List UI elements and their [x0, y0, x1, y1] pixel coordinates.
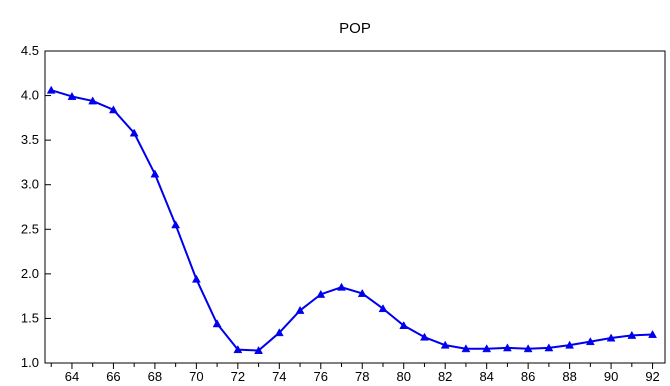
y-tick-label: 3.0 — [21, 177, 39, 192]
x-tick-label: 88 — [562, 369, 576, 384]
data-point-marker — [544, 343, 554, 352]
data-point-marker — [171, 220, 181, 229]
x-tick-label: 66 — [106, 369, 120, 384]
x-tick-label: 74 — [272, 369, 286, 384]
x-tick-label: 72 — [231, 369, 245, 384]
data-point-marker — [46, 85, 56, 94]
data-point-marker — [627, 330, 637, 339]
x-tick-label: 70 — [189, 369, 203, 384]
data-point-marker — [585, 337, 595, 346]
data-point-marker — [482, 344, 492, 353]
y-tick-label: 1.5 — [21, 310, 39, 325]
data-point-marker — [378, 304, 388, 313]
y-tick-label: 2.5 — [21, 221, 39, 236]
data-point-marker — [316, 289, 326, 298]
data-point-marker — [67, 91, 77, 100]
data-point-marker — [254, 346, 264, 354]
y-tick-label: 4.5 — [21, 43, 39, 58]
chart-title: POP — [339, 20, 371, 37]
data-point-marker — [523, 344, 533, 353]
data-point-marker — [420, 332, 429, 341]
x-tick-label: 80 — [396, 369, 410, 384]
data-point-marker — [337, 282, 346, 291]
y-tick-label: 3.5 — [21, 132, 39, 147]
data-point-marker — [109, 105, 118, 114]
data-point-marker — [440, 340, 450, 349]
series-line — [50, 89, 653, 352]
data-point-marker — [461, 344, 471, 353]
data-point-marker — [399, 321, 409, 330]
x-tick-label: 86 — [521, 369, 535, 384]
y-axis: 1.0 1.5 2.0 2.5 3.0 3.5 4.0 4.5 — [21, 43, 51, 370]
data-point-marker — [606, 333, 616, 342]
x-tick-label: 82 — [438, 369, 452, 384]
data-point-marker — [274, 328, 284, 337]
data-point-marker — [295, 305, 305, 314]
y-tick-label: 1.0 — [21, 355, 39, 370]
data-point-marker — [357, 288, 367, 297]
data-point-marker — [648, 329, 657, 338]
data-point-marker — [565, 340, 575, 349]
x-tick-label: 64 — [65, 369, 79, 384]
data-point-marker — [191, 274, 201, 283]
data-point-marker — [233, 345, 243, 354]
y-tick-label: 2.0 — [21, 266, 39, 281]
x-tick-label: 78 — [355, 369, 369, 384]
x-tick-label: 84 — [479, 369, 493, 384]
x-axis: 64 66 68 70 72 74 76 78 80 82 84 86 88 90 92 — [50, 363, 660, 384]
data-point-marker — [129, 128, 139, 137]
data-point-marker — [212, 319, 222, 328]
data-point-marker — [88, 96, 98, 105]
data-point-marker — [502, 343, 512, 352]
series-layer — [46, 85, 657, 354]
x-tick-label: 90 — [604, 369, 618, 384]
x-tick-label: 92 — [645, 369, 659, 384]
plot-area-frame — [44, 50, 666, 364]
data-point-marker — [150, 169, 160, 178]
x-tick-label: 68 — [148, 369, 162, 384]
x-tick-label: 76 — [314, 369, 328, 384]
y-tick-label: 4.0 — [21, 88, 39, 103]
